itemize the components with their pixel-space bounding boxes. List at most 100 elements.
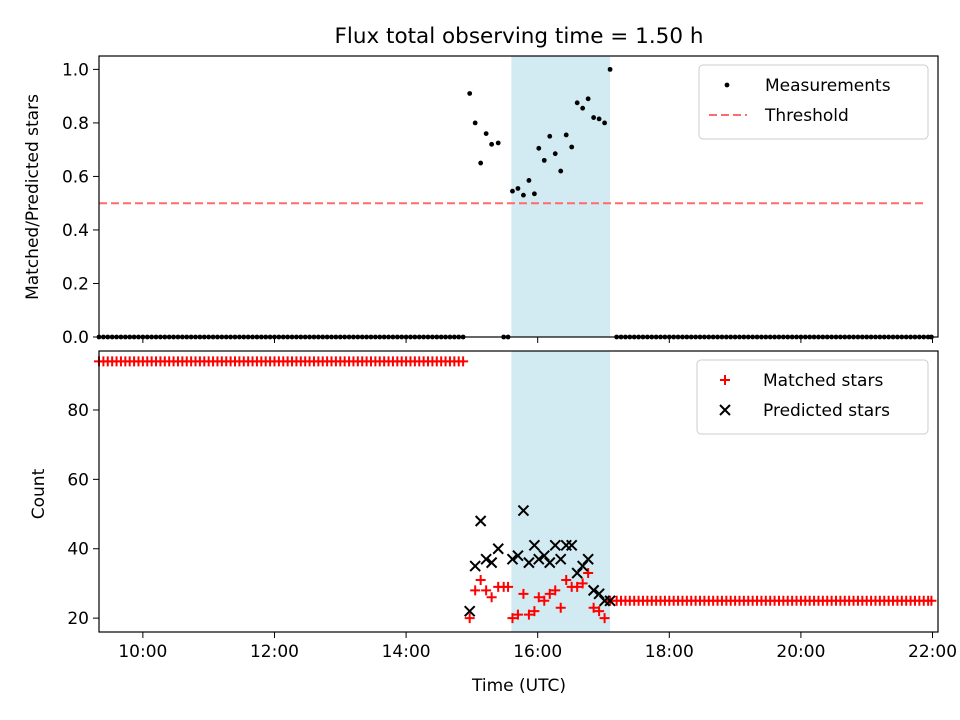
measurement-point	[495, 140, 501, 146]
measurement-point	[574, 100, 580, 106]
x-tick-label: 14:00	[382, 642, 431, 662]
predicted-stars-point	[523, 556, 535, 569]
predicted-stars-point	[474, 515, 487, 527]
predicted-stars-point	[485, 556, 498, 569]
matched-stars-series	[94, 356, 937, 624]
predicted-stars-point	[571, 567, 583, 579]
y-tick-label: 0.2	[62, 274, 89, 294]
x-tick-label: 12:00	[250, 642, 299, 662]
matched-stars-point	[512, 609, 523, 620]
predicted-stars-point	[555, 553, 567, 565]
measurement-point	[526, 178, 532, 183]
predicted-stars-point	[463, 605, 476, 617]
matched-stars-point	[583, 568, 594, 579]
predicted-stars-point	[544, 556, 556, 569]
measurement-point	[489, 141, 495, 147]
measurement-point	[532, 191, 537, 197]
legend-box	[698, 64, 929, 140]
bottom-y-axis-label: Count	[29, 468, 49, 519]
matched-stars-point	[577, 578, 588, 589]
measurement-point	[602, 120, 607, 126]
count-panel: 20 40 60 80 10:00 12:00 14:00 16:00 18:00 20:00 22…	[67, 350, 957, 662]
predicted-stars-point	[517, 504, 530, 517]
measurement-point	[591, 115, 597, 120]
matched-stars-point	[481, 585, 492, 596]
measurement-point	[472, 120, 478, 126]
matched-stars-point	[464, 613, 475, 624]
predicted-stars-series	[463, 504, 616, 617]
matched-stars-point	[555, 602, 566, 613]
measurement-point	[580, 105, 586, 111]
plot-layer: 0.0 0.2 0.4 0.6 0.8 1.0 Measurements Threshold 2…	[62, 55, 957, 662]
predicted-stars-point	[604, 595, 616, 607]
matched-stars-point	[572, 581, 583, 592]
predicted-stars-point	[512, 549, 524, 562]
legend: Measurements Threshold	[698, 64, 929, 140]
y-tick-label: 0.4	[62, 221, 89, 241]
predicted-stars-point	[469, 560, 481, 572]
ratio-panel: 0.0 0.2 0.4 0.6 0.8 1.0 Measurements Threshold	[62, 55, 939, 348]
measurement-point	[536, 145, 542, 151]
matched-stars-point	[475, 574, 486, 585]
legend: Matched stars Predicted stars	[696, 359, 929, 435]
matched-stars-point	[470, 585, 481, 596]
matched-stars-point	[518, 588, 529, 599]
predicted-stars-point	[582, 553, 594, 565]
y-tick-label: 1.0	[62, 60, 89, 80]
measurement-point	[585, 96, 591, 102]
predicted-stars-point	[533, 553, 545, 565]
y-tick-label: 80	[67, 401, 89, 421]
x-axis-label: Time (UTC)	[471, 676, 566, 696]
axes-frame	[98, 350, 939, 633]
measurement-point	[483, 131, 489, 137]
predicted-stars-point	[587, 584, 600, 597]
matched-stars-point	[561, 574, 572, 585]
observing-window-band	[511, 351, 611, 632]
matched-stars-point	[486, 592, 497, 603]
axes-frame	[98, 55, 939, 338]
top-y-axis-label: Matched/Predicted stars	[23, 94, 43, 300]
legend-entry-label: Predicted stars	[763, 401, 890, 421]
predicted-stars-point	[565, 539, 578, 551]
legend-entry-label: Matched stars	[763, 371, 883, 391]
measurement-point	[607, 66, 613, 72]
measurement-point	[547, 133, 553, 139]
x-tick-label: 22:00	[908, 642, 957, 662]
measurement-point	[521, 192, 526, 198]
measurement-point	[478, 160, 484, 166]
y-tick-label: 0.6	[62, 167, 89, 187]
matched-stars-point	[523, 609, 534, 620]
observing-window-band	[511, 56, 611, 337]
x-tick-label: 10:00	[118, 642, 167, 662]
x-tick-label: 16:00	[513, 642, 562, 662]
predicted-stars-point	[719, 404, 731, 416]
x-tick-label: 18:00	[645, 642, 694, 662]
y-tick-label: 0.0	[62, 328, 89, 348]
y-tick-label: 0.8	[62, 114, 89, 134]
y-tick-label: 40	[67, 540, 89, 560]
matched-stars-point	[503, 581, 514, 592]
predicted-stars-point	[480, 553, 492, 565]
predicted-stars-point	[538, 549, 550, 562]
matched-stars-point	[594, 606, 605, 617]
measurement-point	[552, 151, 558, 157]
predicted-stars-point	[593, 588, 605, 600]
predicted-stars-point	[492, 543, 504, 555]
measurement-point	[541, 157, 547, 163]
measurement-point	[563, 132, 569, 138]
measurement-point	[596, 116, 602, 122]
y-tick-label: 60	[67, 470, 89, 490]
predicted-stars-point	[506, 553, 519, 565]
matched-stars-point	[720, 375, 730, 385]
measurement-point	[558, 168, 564, 174]
measurement-point	[467, 91, 473, 96]
measurement-point	[569, 144, 575, 150]
legend-box	[696, 359, 929, 435]
matched-stars-point	[544, 588, 555, 599]
matched-stars-point	[588, 602, 599, 613]
legend-entry-label: Measurements	[765, 76, 891, 96]
measurement-point	[515, 186, 521, 191]
x-tick-label: 20:00	[776, 642, 825, 662]
measurement-point	[724, 82, 730, 88]
